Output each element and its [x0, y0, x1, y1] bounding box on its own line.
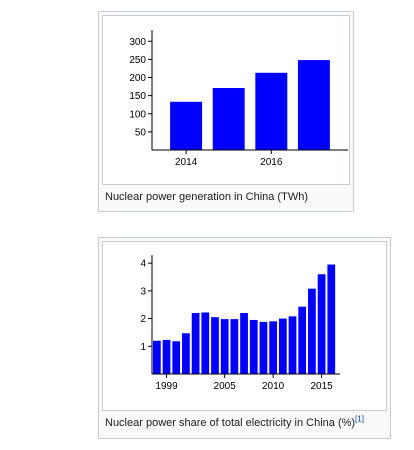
x-tick-label: 1999: [155, 381, 178, 392]
y-tick-label: 3: [140, 286, 146, 297]
bar: [230, 319, 239, 374]
x-tick-label: 2010: [262, 381, 285, 392]
bar: [201, 312, 210, 374]
y-tick-label: 250: [129, 55, 146, 66]
chart-frame[interactable]: 1 2 3 4 1999 2005 2010 2015: [102, 241, 387, 411]
bar: [288, 316, 297, 374]
bar: [255, 72, 288, 150]
bar: [259, 321, 268, 374]
bar: [269, 321, 278, 374]
bar: [211, 317, 219, 374]
figure-caption: Nuclear power share of total electricity…: [105, 414, 364, 429]
caption-text: Nuclear power share of total electricity…: [105, 417, 356, 429]
bar: [297, 60, 330, 150]
bar: [212, 88, 245, 150]
y-tick-label: 150: [129, 91, 146, 102]
bar: [182, 333, 190, 374]
y-tick-label: 2: [140, 314, 146, 325]
x-tick-label: 2016: [260, 157, 283, 168]
x-tick-label: 2015: [310, 381, 333, 392]
figure-nuclear-share: 1 2 3 4 1999 2005 2010 2015 Nuclear power share…: [98, 237, 391, 439]
y-tick-label: 4: [140, 259, 146, 270]
x-tick-label: 2005: [214, 381, 237, 392]
bar: [317, 274, 326, 374]
figure-caption: Nuclear power generation in China (TWh): [105, 191, 308, 203]
y-tick-label: 100: [129, 109, 146, 120]
bar: [162, 339, 171, 374]
bar: [298, 306, 307, 374]
x-tick-label: 2014: [175, 157, 198, 168]
citation-link[interactable]: [1]: [355, 414, 364, 424]
bar: [170, 101, 203, 150]
figure-nuclear-generation: 50 100 150 200 250 300 2014 2016 Nuclear power …: [98, 11, 354, 212]
bar: [278, 318, 287, 374]
bar: [249, 319, 258, 374]
bar: [220, 319, 229, 374]
bar: [191, 313, 200, 374]
bar: [152, 340, 161, 374]
bar: [172, 341, 181, 374]
bar: [327, 264, 336, 374]
nuclear-generation-bar-chart: 50 100 150 200 250 300 2014 2016: [129, 30, 348, 168]
bar: [240, 313, 248, 374]
y-tick-label: 1: [140, 342, 146, 353]
chart-frame[interactable]: 50 100 150 200 250 300 2014 2016: [102, 15, 350, 185]
bar: [308, 288, 316, 374]
y-tick-label: 50: [135, 127, 147, 138]
y-tick-label: 300: [129, 37, 146, 48]
caption-text: Nuclear power generation in China (TWh): [105, 191, 308, 203]
nuclear-share-bar-chart: 1 2 3 4 1999 2005 2010 2015: [140, 255, 340, 392]
y-tick-label: 200: [129, 73, 146, 84]
